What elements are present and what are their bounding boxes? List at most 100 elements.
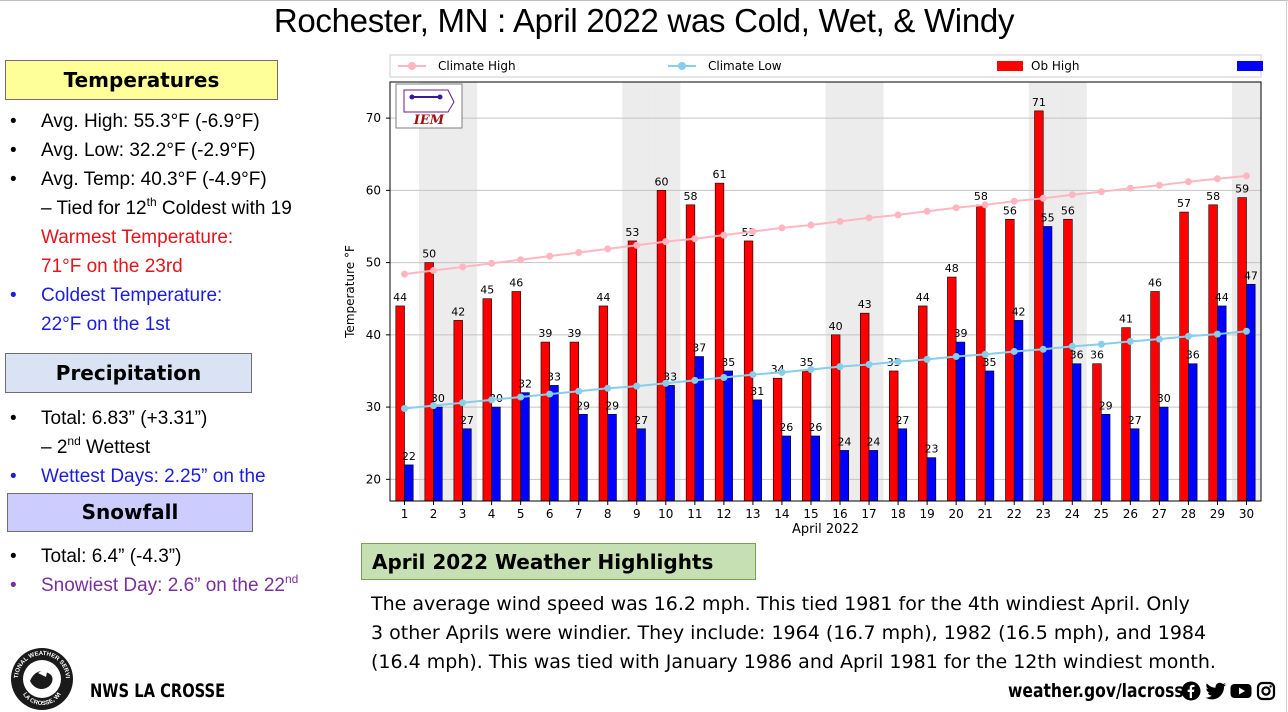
point-climate-high	[1010, 197, 1018, 205]
iem-node	[437, 94, 443, 100]
point-climate-high	[1039, 194, 1047, 202]
point-climate-high	[749, 228, 757, 236]
data-label-ob-low: 47	[1244, 269, 1258, 282]
bar-ob-low	[897, 428, 908, 502]
bar-ob-high	[656, 190, 667, 502]
data-label-ob-low: 22	[402, 450, 416, 463]
point-climate-low	[981, 350, 989, 358]
legend-label-climate-low: Climate Low	[708, 59, 782, 73]
point-climate-high	[1184, 178, 1192, 186]
bar-ob-high	[453, 320, 463, 502]
data-label-ob-high: 56	[1061, 204, 1075, 217]
iem-logo-text: IEM	[413, 113, 445, 128]
legend-label-climate-high: Climate High	[438, 59, 516, 73]
point-climate-high	[459, 263, 467, 271]
y-axis-label: Temperature °F	[343, 245, 357, 339]
bar-ob-high	[860, 312, 870, 502]
data-label-ob-high: 48	[945, 262, 959, 275]
point-climate-low	[633, 382, 641, 390]
bar-ob-high	[947, 276, 957, 502]
data-label-ob-high: 46	[509, 277, 523, 290]
data-label-ob-low: 55	[1041, 211, 1055, 224]
x-tick-label: 3	[459, 507, 467, 521]
bar-ob-low	[607, 414, 617, 502]
point-climate-low	[1039, 345, 1047, 353]
bar-ob-low	[520, 392, 530, 502]
twitter-icon[interactable]	[1205, 681, 1227, 701]
bar-ob-low	[404, 464, 414, 502]
website-link[interactable]: weather.gov/lacrosse	[1008, 680, 1195, 702]
x-tick-label: 17	[861, 507, 876, 521]
instagram-icon[interactable]	[1256, 681, 1276, 701]
bar-ob-high	[627, 240, 638, 502]
coldest-value: 22°F on the 1st	[41, 314, 171, 335]
data-label-ob-high: 44	[393, 291, 407, 304]
x-tick-label: 22	[1007, 507, 1022, 521]
point-climate-low	[894, 358, 902, 366]
bar-ob-low	[810, 435, 820, 502]
point-climate-high	[546, 252, 554, 260]
youtube-icon[interactable]	[1230, 681, 1252, 701]
precip-total-text: Total: 6.83” (+3.31”)	[41, 408, 208, 429]
bar-ob-high	[395, 305, 405, 502]
point-climate-high	[720, 231, 728, 239]
point-climate-low	[1213, 330, 1221, 338]
bar-ob-high	[743, 240, 754, 502]
plot-frame	[389, 81, 1262, 502]
point-climate-low	[459, 399, 467, 407]
bar-ob-high	[801, 370, 812, 502]
bar-ob-low	[1246, 283, 1256, 502]
point-climate-low	[488, 396, 496, 404]
data-label-ob-high: 57	[1177, 197, 1191, 210]
data-label-ob-low: 29	[1099, 399, 1113, 412]
avg-temp-text: Avg. Temp: 40.3°F (-4.9°F)	[41, 169, 267, 190]
x-tick-label: 6	[546, 507, 554, 521]
snow-total-text: Total: 6.4” (-4.3”)	[41, 546, 182, 567]
x-tick-label: 19	[919, 507, 934, 521]
frame-right-border	[1286, 0, 1287, 712]
y-tick-label: 20	[366, 472, 381, 486]
x-tick-label: 23	[1036, 507, 1051, 521]
nws-seal-logo: NATIONAL WEATHER SERVICE LA CROSSE, WI	[8, 647, 73, 710]
facebook-icon[interactable]	[1181, 681, 1201, 701]
point-climate-high	[430, 267, 438, 275]
data-label-ob-high: 71	[1032, 96, 1046, 109]
bar-ob-low	[926, 457, 937, 502]
office-name: NWS LA CROSSE	[90, 680, 226, 702]
y-tick-label: 50	[366, 256, 381, 270]
bar-ob-high	[1237, 197, 1247, 502]
point-climate-high	[517, 256, 525, 264]
point-climate-low	[1155, 335, 1163, 343]
x-tick-label: 2	[430, 507, 438, 521]
point-climate-low	[1097, 340, 1105, 348]
point-climate-low	[807, 366, 815, 374]
data-label-ob-high: 58	[974, 190, 988, 203]
coldest-label: Coldest Temperature:	[41, 285, 223, 306]
point-climate-high	[836, 217, 844, 225]
data-label-ob-low: 24	[837, 435, 851, 448]
y-tick-label: 30	[366, 400, 381, 414]
point-climate-low	[923, 355, 931, 363]
bar-ob-high	[831, 334, 841, 502]
highlights-heading: April 2022 Weather Highlights	[361, 543, 756, 580]
data-label-ob-high: 58	[683, 190, 697, 203]
bar-ob-low	[462, 428, 472, 502]
point-climate-low	[720, 373, 728, 381]
bar-ob-low	[491, 406, 501, 502]
point-climate-low	[1010, 347, 1018, 355]
point-climate-low	[836, 363, 844, 371]
data-label-ob-low: 39	[954, 327, 968, 340]
tied-text: – Tied for 12th Coldest with 19	[41, 195, 292, 219]
data-label-ob-low: 30	[1157, 392, 1171, 405]
x-tick-label: 18	[890, 507, 905, 521]
data-label-ob-high: 56	[1003, 204, 1017, 217]
data-label-ob-low: 33	[547, 370, 561, 383]
x-tick-label: 4	[488, 507, 496, 521]
x-tick-label: 14	[774, 507, 789, 521]
wettest-days-text: Wettest Days: 2.25” on the	[41, 466, 266, 487]
point-climate-low	[1184, 332, 1192, 340]
point-climate-low	[430, 402, 438, 410]
iem-logo-box	[395, 83, 463, 129]
data-label-ob-low: 27	[1128, 414, 1142, 427]
data-label-ob-high: 45	[480, 284, 494, 297]
